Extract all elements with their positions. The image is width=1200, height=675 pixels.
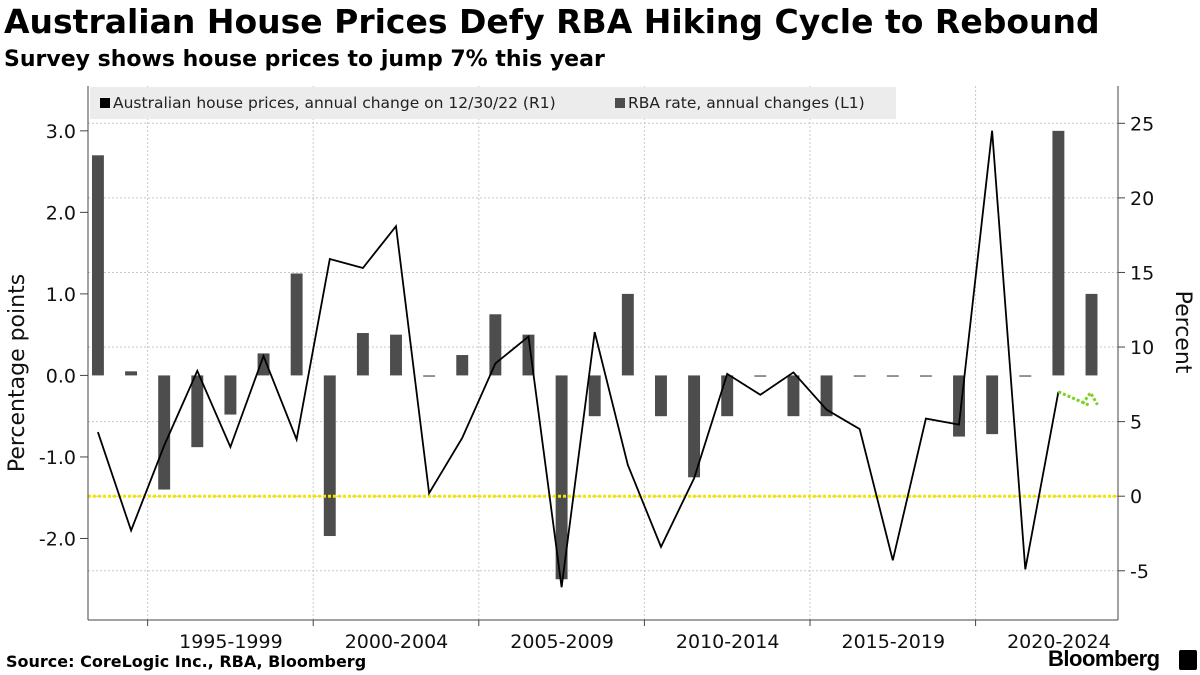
chart: -5 0 5 10 15 20 25 -2.0 -1.0 0.0 1.0 2.0 3.0 1995-199…: [5, 86, 1195, 648]
house-price-line: [97, 130, 1099, 588]
legend-swatch-house-prices: [100, 98, 110, 108]
rba-rate-bar: [489, 314, 502, 376]
right-axis-tick-label: -5: [1130, 561, 1149, 583]
rba-rate-bar: [621, 293, 634, 376]
rba-rate-bar: [1052, 130, 1065, 376]
bloomberg-terminal-icon: [1179, 650, 1197, 670]
rba-rate-bar: [953, 375, 965, 437]
rba-rate-bar: [390, 334, 402, 376]
rba-rate-bar: [919, 375, 932, 377]
legend-label-house-prices: Australian house prices, annual change o…: [113, 94, 556, 112]
left-axis-tick-label: -1.0: [39, 447, 76, 469]
rba-rate-bar: [654, 375, 667, 417]
rba-rate-bar: [522, 334, 535, 376]
right-axis-tick-label: 25: [1130, 113, 1154, 135]
chart-subtitle: Survey shows house prices to jump 7% thi…: [4, 47, 605, 72]
rba-rate-bar: [158, 375, 171, 490]
left-axis-tick-label: 1.0: [46, 284, 76, 306]
right-axis-title: Percent: [1170, 291, 1195, 374]
forecast-arrow-shaft: [1057, 390, 1092, 408]
left-axis-tick-label: -2.0: [39, 528, 76, 550]
rba-rate-bar: [986, 375, 999, 435]
grid: [88, 86, 1118, 620]
legend-background: [90, 87, 896, 119]
rba-rate-bar: [323, 375, 336, 537]
rba-rate-bar: [224, 375, 237, 415]
legend-swatch-rba-rate: [615, 98, 625, 108]
rba-rate-bar: [125, 371, 138, 376]
rba-rate-bar: [1019, 375, 1032, 377]
rba-rate-bar: [290, 273, 303, 376]
bloomberg-logo: Bloomberg: [1048, 646, 1160, 671]
right-axis-tick-label: 0: [1130, 486, 1142, 508]
x-axis-tick-label: 1995-1999: [179, 631, 283, 648]
rba-rate-bar: [787, 375, 800, 417]
forecast-arrow-head: [1081, 390, 1099, 406]
rba-rate-bar: [820, 375, 833, 417]
rba-rate-bar: [721, 375, 734, 417]
right-axis-tick-label: 5: [1130, 412, 1142, 434]
right-axis-tick-label: 15: [1130, 262, 1154, 284]
right-axis-tick-label: 20: [1130, 188, 1154, 210]
legend: Australian house prices, annual change o…: [90, 87, 896, 119]
left-axis-tick-label: 0.0: [46, 365, 76, 387]
rba-rate-bar: [688, 375, 701, 478]
x-axis-tick-label: 2020-2024: [1007, 631, 1111, 648]
rba-rate-bar: [853, 375, 866, 377]
x-axis-tick-label: 2000-2004: [345, 631, 449, 648]
rba-rate-bar: [588, 375, 601, 417]
rba-rate-bar: [356, 333, 369, 376]
rba-rate-bar: [886, 375, 899, 377]
x-axis-tick-label: 2015-2019: [842, 631, 946, 648]
rba-rate-bar: [1085, 293, 1098, 376]
chart-title: Australian House Prices Defy RBA Hiking …: [4, 2, 1100, 41]
source-note: Source: CoreLogic Inc., RBA, Bloomberg: [6, 652, 367, 671]
rba-rate-bar: [257, 353, 270, 376]
rba-rate-bar: [555, 375, 568, 580]
axes: -5 0 5 10 15 20 25 -2.0 -1.0 0.0 1.0 2.0 3.0 1995-199…: [39, 86, 1154, 648]
left-axis-tick-label: 3.0: [46, 121, 76, 143]
rba-rate-bar: [91, 155, 104, 376]
x-axis-tick-label: 2010-2014: [676, 631, 780, 648]
legend-label-rba-rate: RBA rate, annual changes (L1): [628, 94, 865, 112]
left-axis-title: Percentage points: [5, 274, 30, 472]
rba-rate-bar: [456, 355, 469, 376]
rba-rate-bar: [191, 375, 204, 448]
left-axis-tick-label: 2.0: [46, 202, 76, 224]
rba-rate-bar: [423, 375, 436, 377]
right-axis-tick-label: 10: [1130, 337, 1154, 359]
rba-rate-bars: [91, 130, 1098, 580]
house-price-line-path: [97, 130, 1060, 588]
rba-rate-bar: [754, 375, 767, 377]
x-axis-tick-label: 2005-2009: [510, 631, 614, 648]
